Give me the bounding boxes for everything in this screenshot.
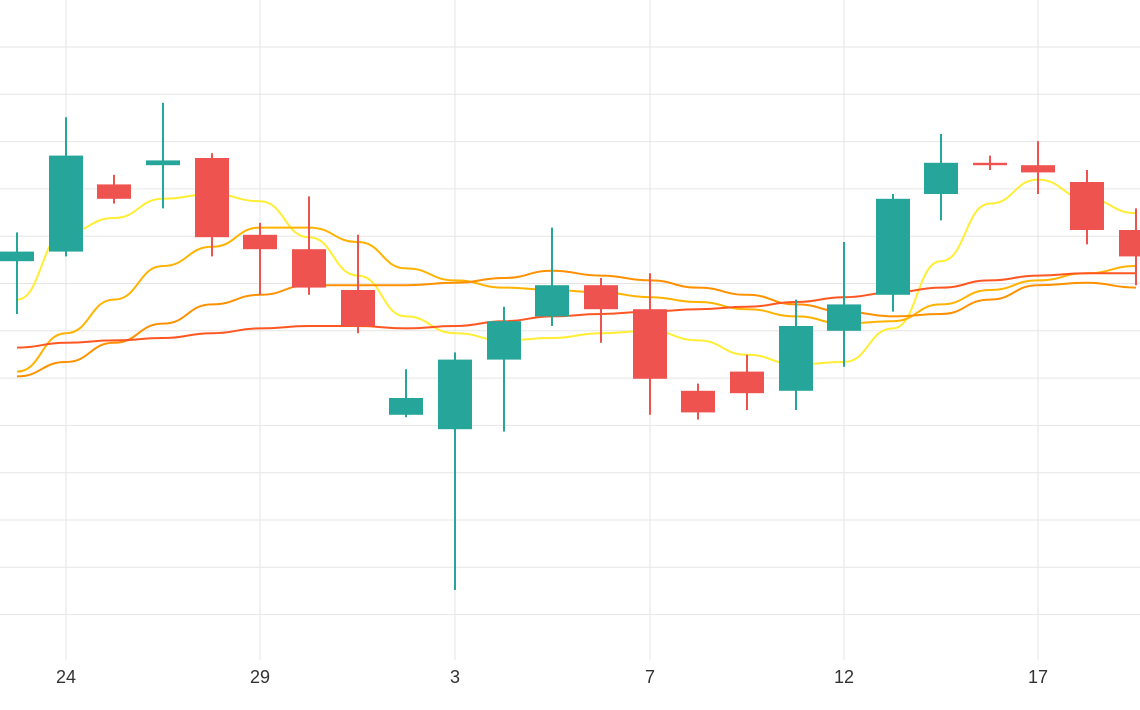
- candle: [49, 117, 83, 257]
- candle-body: [779, 326, 813, 391]
- candle-body: [292, 249, 326, 288]
- x-tick-label: 29: [250, 667, 270, 687]
- candle-body: [584, 285, 618, 310]
- x-tick-label: 12: [834, 667, 854, 687]
- candle-body: [438, 359, 472, 430]
- candle: [195, 153, 229, 257]
- candle: [1119, 208, 1140, 286]
- candle: [341, 234, 375, 334]
- candle: [827, 242, 861, 367]
- candle-body: [924, 162, 958, 194]
- candle-body: [487, 321, 521, 360]
- candle-body: [535, 285, 569, 317]
- candle-body: [633, 309, 667, 379]
- candle-body: [681, 390, 715, 413]
- x-tick-label: 3: [450, 667, 460, 687]
- candle: [0, 232, 34, 314]
- candle: [535, 227, 569, 326]
- candle-body: [1119, 230, 1140, 257]
- horizontal-gridlines: [0, 46, 1140, 616]
- candle: [633, 273, 667, 415]
- candle: [730, 354, 764, 410]
- candle: [438, 352, 472, 590]
- x-tick-label: 24: [56, 667, 76, 687]
- x-tick-label: 17: [1028, 667, 1048, 687]
- candle-body: [0, 251, 34, 262]
- candle-body: [146, 160, 180, 166]
- candle: [389, 369, 423, 418]
- moving-average-line-2: [16, 226, 1137, 373]
- candle-body: [49, 155, 83, 252]
- moving-average-lines: [16, 178, 1137, 378]
- candle-body: [97, 184, 131, 199]
- candle: [924, 134, 958, 221]
- candle-body: [243, 234, 277, 250]
- candle: [584, 278, 618, 343]
- candle: [292, 196, 326, 295]
- candle-body: [876, 198, 910, 295]
- candle: [146, 102, 180, 209]
- candle: [973, 155, 1007, 170]
- candle-body: [973, 162, 1007, 166]
- x-axis-tick-labels: 24 29 3 7 12 17: [56, 667, 1048, 687]
- x-tick-label: 7: [645, 667, 655, 687]
- moving-average-line-4: [16, 272, 1136, 349]
- candle-body: [827, 304, 861, 331]
- candle-body: [341, 290, 375, 326]
- candles: [0, 102, 1140, 590]
- candle-body: [1070, 182, 1104, 230]
- candle: [876, 194, 910, 312]
- vertical-gridlines: [65, 0, 1039, 660]
- moving-average-line-3: [16, 269, 1137, 378]
- candle: [681, 383, 715, 420]
- candle-body: [389, 398, 423, 415]
- candle-body: [1021, 165, 1055, 173]
- candle-body: [730, 371, 764, 394]
- candle: [97, 174, 131, 204]
- candle: [1021, 141, 1055, 194]
- candle-body: [195, 158, 229, 238]
- candle: [779, 299, 813, 410]
- candle: [1070, 170, 1104, 245]
- candle: [487, 306, 521, 432]
- candle: [243, 222, 277, 295]
